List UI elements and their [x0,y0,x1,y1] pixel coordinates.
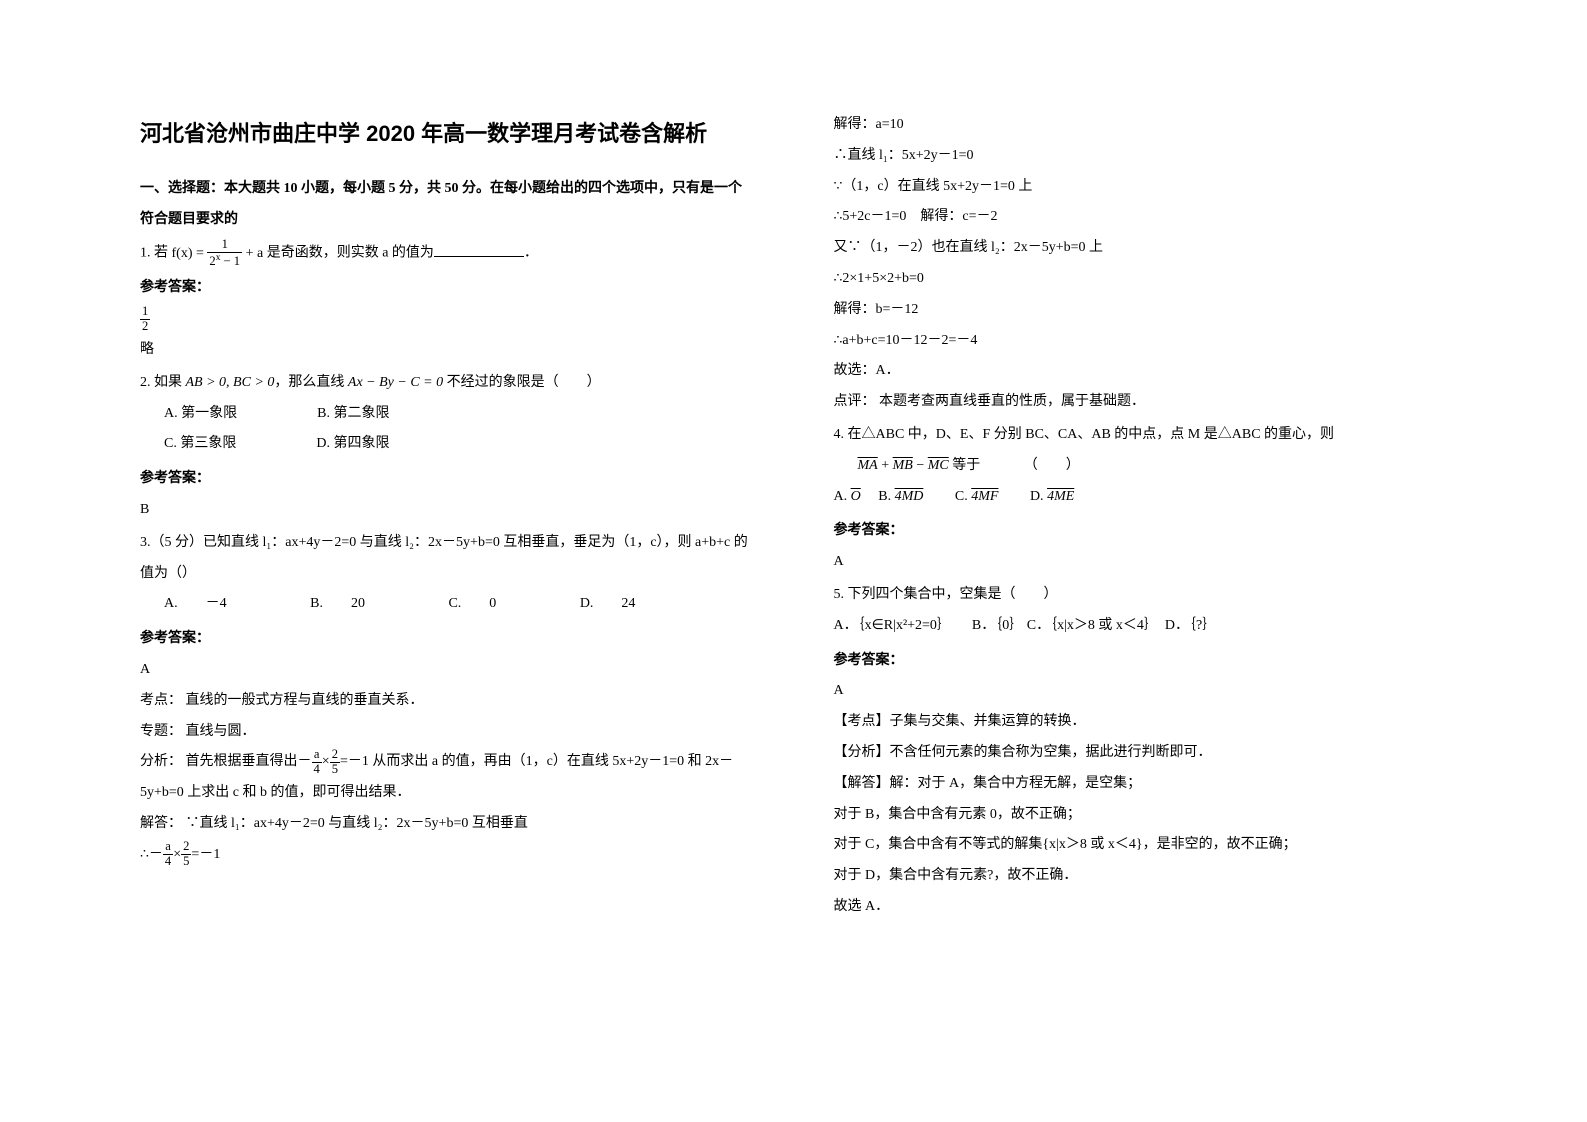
r2: ∴直线 l₁：5x+2y－1=0 [834,141,1448,172]
q1-answer-label: 参考答案： [140,273,754,304]
q4-vector-expr: MA [858,458,878,473]
r9: 故选：A． [834,356,1448,387]
q5-jd4: 对于 D，集合中含有元素?，故不正确． [834,861,1448,892]
q1-blank [434,243,524,257]
r7: 解得：b=－12 [834,295,1448,326]
r6: ∴2×1+5×2+b=0 [834,264,1448,295]
r5: 又∵（1，－2）也在直线 l₂：2x－5y+b=0 上 [834,233,1448,264]
q2-options: A. 第一象限 B. 第二象限 [140,399,754,430]
q3-opt-b: B. 20 [310,596,365,611]
question-2: 2. 如果 AB > 0, BC > 0，那么直线 Ax − By − C = … [140,368,754,399]
question-4: 4. 在△ABC 中，D、E、F 分别 BC、CA、AB 的中点，点 M 是△A… [834,420,1448,451]
q3-opt-d: D. 24 [580,596,636,611]
q3-opt-c: C. 0 [448,596,496,611]
r8: ∴a+b+c=10－12－2=－4 [834,326,1448,357]
q3-kaodian: 考点： 直线的一般式方程与直线的垂直关系． [140,686,754,717]
r1: 解得：a=10 [834,110,1448,141]
q4-answer-label: 参考答案： [834,516,1448,547]
r10: 点评： 本题考查两直线垂直的性质，属于基础题． [834,387,1448,418]
q2-options-2: C. 第三象限 D. 第四象限 [140,429,754,460]
q5-jd1: 【解答】解：对于 A，集合中方程无解，是空集； [834,769,1448,800]
q2-opt-c: C. 第三象限 [164,436,236,451]
q3-jieda-2: ∴－a4×25=－1 [140,840,754,871]
q1-formula: f(x) = 12x − 1 + a [172,246,267,261]
r3: ∵（1，c）在直线 5x+2y－1=0 上 [834,172,1448,203]
document-title: 河北省沧州市曲庄中学 2020 年高一数学理月考试卷含解析 [140,110,754,158]
q2-opt-d: D. 第四象限 [316,436,389,451]
q3-fenxi: 分析： 首先根据垂直得出－a4×25=－1 从而求出 a 的值，再由（1，c）在… [140,747,754,809]
q3-options: A. －4 B. 20 C. 0 D. 24 [140,589,754,620]
question-1: 1. 若 f(x) = 12x − 1 + a 是奇函数，则实数 a 的值为． [140,238,754,269]
q3-answer-label: 参考答案： [140,624,754,655]
q1-prefix: 1. 若 [140,246,168,261]
q1-answer: 12 [140,304,754,335]
question-5: 5. 下列四个集合中，空集是（ ） [834,580,1448,611]
q2-opt-b: B. 第二象限 [317,406,389,421]
q2-opt-a: A. 第一象限 [164,406,237,421]
q5-kaodian: 【考点】子集与交集、并集运算的转换． [834,707,1448,738]
question-3: 3.（5 分）已知直线 l₁：ax+4y－2=0 与直线 l₂：2x－5y+b=… [140,528,754,590]
q2-answer-label: 参考答案： [140,464,754,495]
section-1-heading: 一、选择题：本大题共 10 小题，每小题 5 分，共 50 分。在每小题给出的四… [140,174,754,236]
q3-opt-a: A. －4 [164,596,227,611]
q4-options: A. O B. 4MD C. 4MF D. 4ME [834,482,1448,513]
right-column: 解得：a=10 ∴直线 l₁：5x+2y－1=0 ∵（1，c）在直线 5x+2y… [794,110,1468,1082]
q4-expr: MA + MB − MC 等于 （ ） [834,451,1448,482]
q5-answer: A [834,676,1448,707]
q5-jd5: 故选 A． [834,892,1448,923]
q3-zhuanti: 专题： 直线与圆． [140,717,754,748]
q1-tail: 是奇函数，则实数 a 的值为 [267,246,434,261]
q4-answer: A [834,547,1448,578]
q3-jieda-1: 解答： ∵直线 l₁：ax+4y－2=0 与直线 l₂：2x－5y+b=0 互相… [140,809,754,840]
r4: ∴5+2c－1=0 解得：c=－2 [834,202,1448,233]
q2-answer: B [140,495,754,526]
q5-jd3: 对于 C，集合中含有不等式的解集{x|x＞8 或 x＜4}，是非空的，故不正确； [834,830,1448,861]
q5-options: A．｛x∈R|x²+2=0｝ B．｛0｝ C．｛x|x＞8 或 x＜4｝ D．｛… [834,611,1448,642]
left-column: 河北省沧州市曲庄中学 2020 年高一数学理月考试卷含解析 一、选择题：本大题共… [120,110,794,1082]
q5-jd2: 对于 B，集合中含有元素 0，故不正确； [834,800,1448,831]
q1-note: 略 [140,335,754,366]
q5-fenxi: 【分析】不含任何元素的集合称为空集，据此进行判断即可． [834,738,1448,769]
q5-answer-label: 参考答案： [834,646,1448,677]
q3-answer: A [140,655,754,686]
